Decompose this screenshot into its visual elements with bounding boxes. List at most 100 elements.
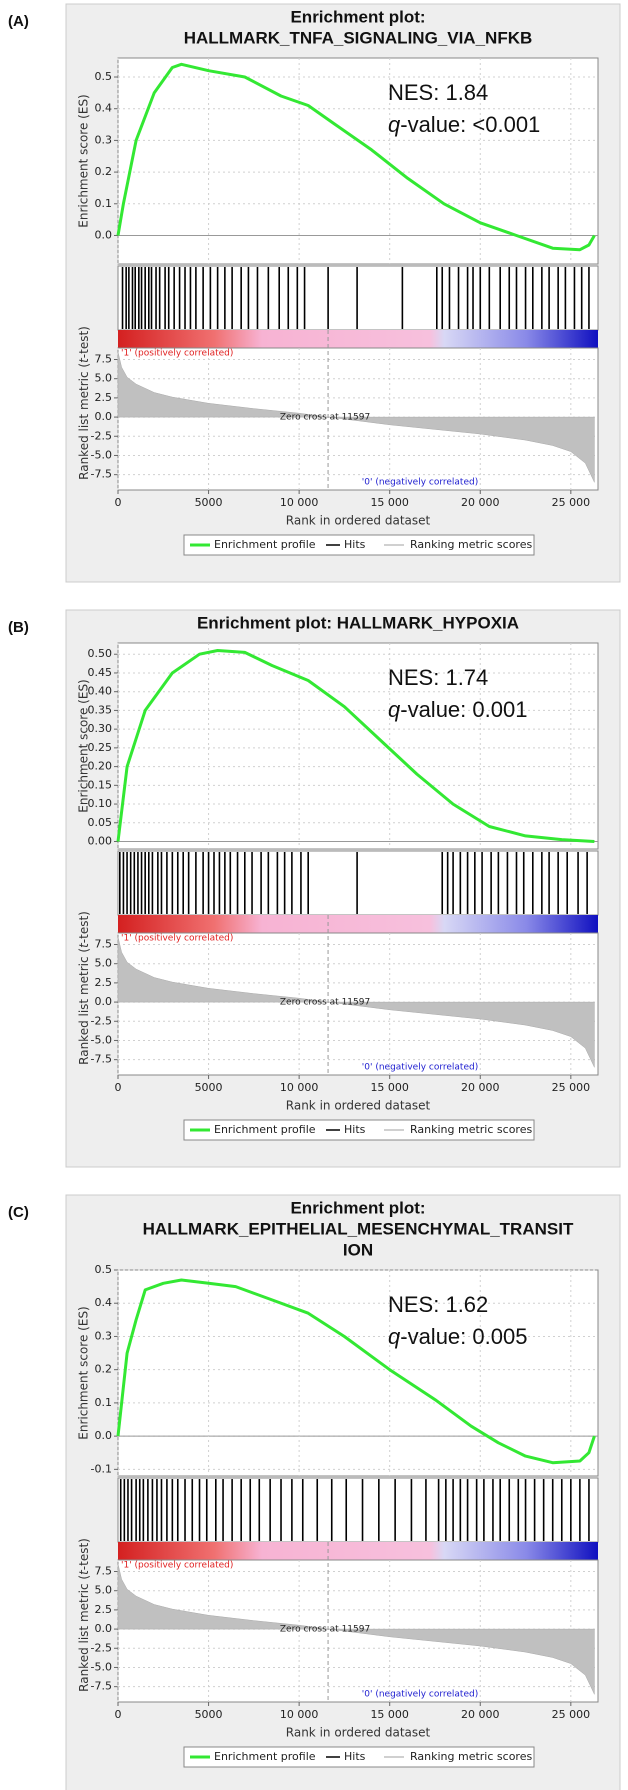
y-axis-label-part: -test) (77, 911, 91, 943)
x-tick-label: 5000 (195, 1708, 223, 1721)
y-tick-label: 0.20 (88, 760, 113, 773)
legend-label: Enrichment profile (214, 1750, 316, 1763)
y-axis-label: Enrichment score (ES) (77, 1306, 91, 1439)
negative-label: '0' (negatively correlated) (362, 1063, 478, 1073)
negative-label: '0' (negatively correlated) (362, 478, 478, 488)
positive-label: '1' (positively correlated) (121, 1561, 233, 1571)
q-text: -value: 0.005 (400, 1324, 527, 1349)
x-tick-label: 20 000 (461, 496, 500, 509)
x-tick-label: 15 000 (370, 496, 409, 509)
y-tick-label: 2.5 (95, 1603, 113, 1616)
y-axis-label: Ranked list metric (t-test) (77, 1538, 91, 1692)
y-tick-label: 0.0 (95, 228, 113, 241)
nes-annotation: NES: 1.62 (388, 1292, 488, 1317)
negative-label: '0' (negatively correlated) (362, 1690, 478, 1700)
x-tick-label: 10 000 (280, 496, 319, 509)
y-tick-label: 0.1 (95, 1396, 113, 1409)
x-tick-label: 25 000 (552, 496, 591, 509)
y-tick-label: 5.0 (95, 1584, 113, 1597)
y-tick-label: 7.5 (95, 353, 113, 366)
nes-annotation: NES: 1.84 (388, 80, 488, 105)
y-tick-label: 2.5 (95, 976, 113, 989)
y-axis-label: Ranked list metric (t-test) (77, 326, 91, 480)
y-tick-label: 0.45 (88, 666, 113, 679)
legend-label: Hits (344, 1750, 366, 1763)
y-axis-label: Enrichment score (ES) (77, 679, 91, 812)
metric-area (117, 1563, 595, 1695)
positive-label: '1' (positively correlated) (121, 934, 233, 944)
y-tick-label: -0.1 (91, 1462, 112, 1475)
y-tick-label: -2.5 (91, 429, 112, 442)
panel: (C) Enrichment plot: HALLMARK_EPITHELIAL_M… (8, 1194, 621, 1790)
y-tick-label: -2.5 (91, 1014, 112, 1027)
y-tick-label: 0.0 (95, 410, 113, 423)
metric-area (117, 936, 595, 1068)
y-axis-label-part: t (77, 942, 91, 948)
panel-label: (A) (8, 13, 29, 30)
legend-box (183, 1746, 535, 1768)
y-tick-label: -7.5 (91, 1053, 112, 1066)
y-axis-label-part: -test) (77, 326, 91, 358)
y-tick-label: 0.05 (88, 816, 113, 829)
q-text: -value: <0.001 (400, 112, 540, 137)
y-tick-label: 0.40 (88, 685, 113, 698)
chart-title: Enrichment plot: (290, 7, 425, 26)
y-tick-label: 0.3 (95, 1329, 113, 1342)
x-tick-label: 25 000 (552, 1081, 591, 1094)
chart-title: Enrichment plot: HALLMARK_HYPOXIA (197, 613, 519, 632)
color-bar (118, 330, 598, 348)
y-axis-label-part: Ranked list metric ( (77, 948, 91, 1065)
y-tick-label: 5.0 (95, 372, 113, 385)
enrichment-line (116, 62, 596, 252)
x-tick-label: 5000 (195, 496, 223, 509)
chart-title: HALLMARK_TNFA_SIGNALING_VIA_NFKB (184, 28, 533, 47)
es-plot-area (117, 1269, 599, 1477)
q-annotation: q-value: 0.005 (388, 1324, 527, 1349)
y-axis-label-part: Ranked list metric ( (77, 363, 91, 480)
nes-annotation: NES: 1.74 (388, 665, 488, 690)
zero-cross-label: Zero cross at 11597 (280, 1625, 370, 1635)
enrichment-line (116, 1278, 596, 1465)
x-tick-label: 5000 (195, 1081, 223, 1094)
positive-label: '1' (positively correlated) (121, 349, 233, 359)
y-tick-label: 0.3 (95, 133, 113, 146)
x-tick-label: 0 (115, 496, 122, 509)
y-tick-label: 0.35 (88, 703, 113, 716)
y-tick-label: 0.10 (88, 797, 113, 810)
legend-box (183, 1119, 535, 1141)
x-tick-label: 0 (115, 1081, 122, 1094)
y-tick-label: 0.00 (88, 835, 113, 848)
enrichment-line (116, 649, 595, 843)
metric-area (117, 351, 595, 483)
x-tick-label: 10 000 (280, 1081, 319, 1094)
legend-label: Hits (344, 538, 366, 551)
y-tick-label: 5.0 (95, 957, 113, 970)
x-tick-label: 0 (115, 1708, 122, 1721)
x-tick-label: 25 000 (552, 1708, 591, 1721)
y-tick-label: 0.4 (95, 102, 113, 115)
y-tick-label: -5.0 (91, 1033, 112, 1046)
legend-label: Ranking metric scores (410, 538, 532, 551)
y-tick-label: 0.5 (95, 1263, 113, 1276)
chart-title: Enrichment plot: (290, 1198, 425, 1217)
x-tick-label: 15 000 (370, 1081, 409, 1094)
y-tick-label: 0.15 (88, 778, 113, 791)
q-text: -value: 0.001 (400, 697, 527, 722)
y-tick-label: 0.2 (95, 1363, 113, 1376)
y-tick-label: 7.5 (95, 938, 113, 951)
y-tick-label: -7.5 (91, 468, 112, 481)
y-tick-label: 0.25 (88, 741, 113, 754)
legend-box (183, 534, 535, 556)
y-tick-label: 0.2 (95, 165, 113, 178)
es-plot-area (117, 57, 599, 265)
y-tick-label: -5.0 (91, 448, 112, 461)
panel-label: (B) (8, 619, 29, 636)
panel: (B) Enrichment plot: HALLMARK_HYPOXIA0.00… (8, 609, 621, 1168)
q-symbol: q (388, 697, 401, 722)
x-axis-label: Rank in ordered dataset (286, 514, 431, 528)
y-tick-label: 0.30 (88, 722, 113, 735)
legend-label: Ranking metric scores (410, 1750, 532, 1763)
y-tick-label: -5.0 (91, 1660, 112, 1673)
y-tick-label: 0.0 (95, 995, 113, 1008)
